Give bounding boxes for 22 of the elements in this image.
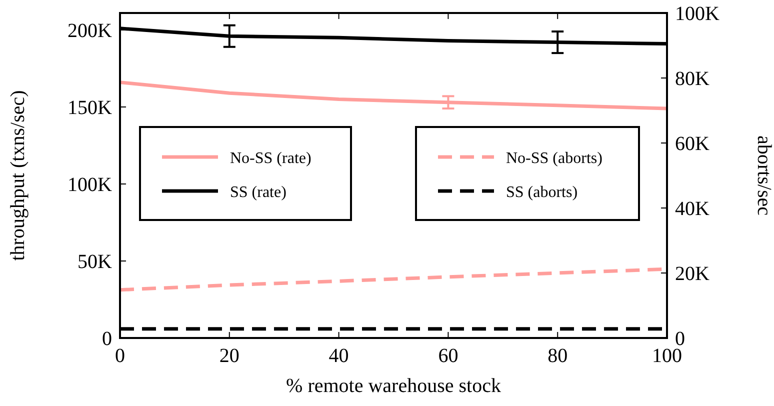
y-tick-label: 100K <box>68 174 113 196</box>
y2-tick-label: 60K <box>675 133 710 155</box>
x-tick-label: 60 <box>438 345 458 367</box>
x-tick-label: 80 <box>548 345 568 367</box>
y-tick-label: 150K <box>68 96 113 119</box>
legend-label: SS (aborts) <box>506 184 578 201</box>
y2-tick-label: 80K <box>675 68 710 90</box>
y-tick-label: 50K <box>78 250 113 273</box>
x-tick-label: 40 <box>328 345 349 367</box>
legend-label: No-SS (rate) <box>230 150 312 167</box>
y-tick-label: 0 <box>102 328 112 350</box>
x-tick-label: 20 <box>219 345 240 367</box>
legend-label: SS (rate) <box>230 184 286 201</box>
y2-tick-label: 20K <box>675 263 710 285</box>
y2-axis-title: aborts/sec <box>753 136 774 216</box>
y2-tick-label: 40K <box>675 198 710 220</box>
x-axis-title: % remote warehouse stock <box>286 375 501 397</box>
y2-tick-label: 100K <box>675 3 720 25</box>
line-series <box>118 80 669 110</box>
legend-label: No-SS (aborts) <box>506 150 602 167</box>
y-axis-title: throughput (txns/sec) <box>7 90 29 261</box>
y-tick-label: 200K <box>68 20 113 42</box>
